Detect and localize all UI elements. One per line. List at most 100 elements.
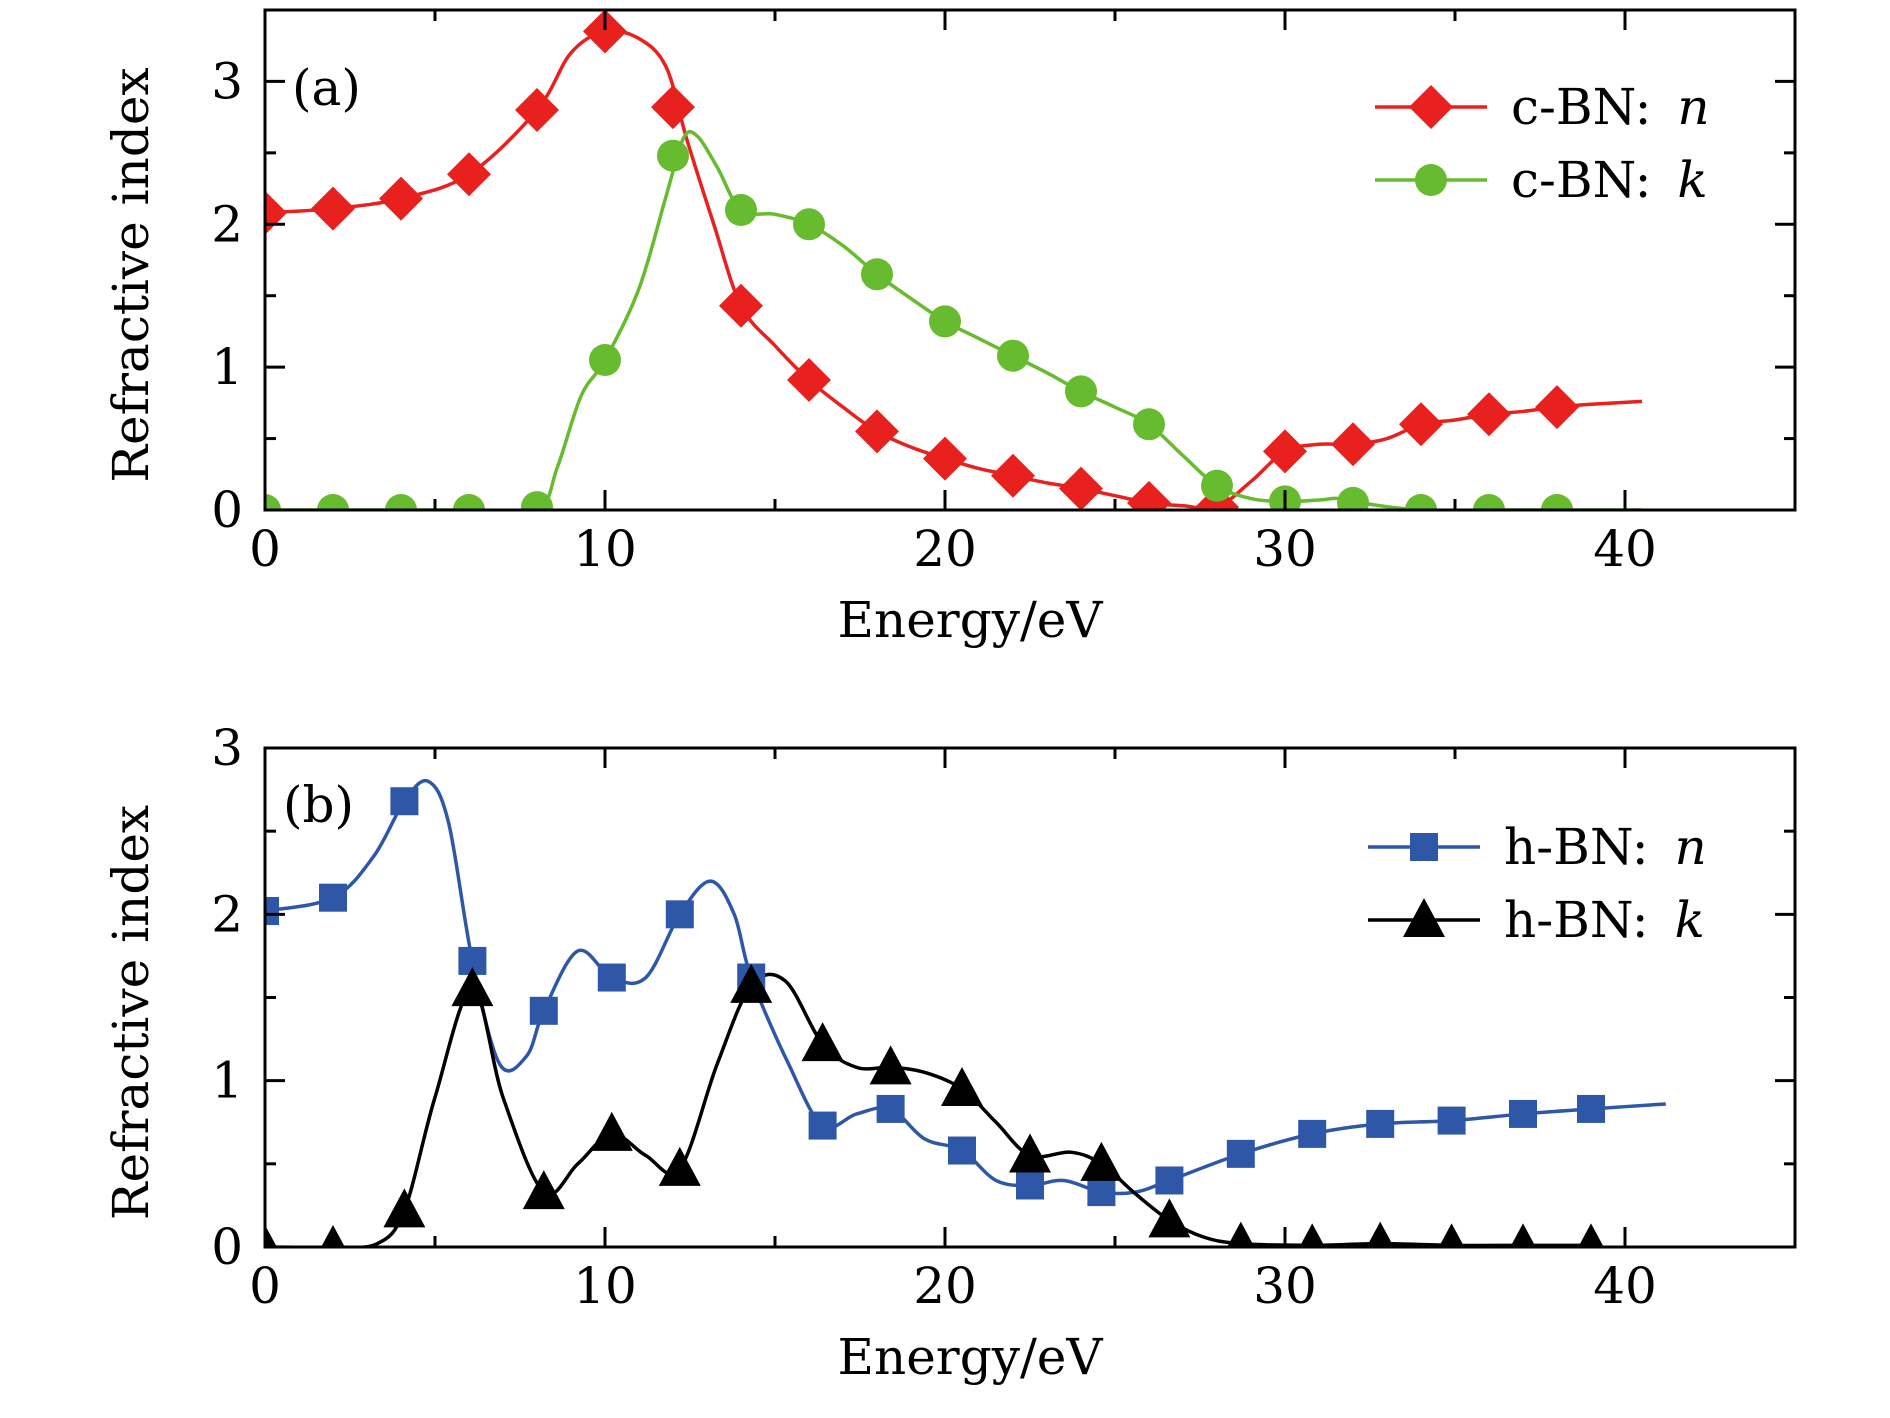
panel-a: 0 10 20 30 40 0 1 2 3 Energy/eV Refractive index (a… (102, 8, 1797, 649)
y-tick-label-a: 0 (211, 481, 243, 539)
series-b-k-marker (1299, 1223, 1325, 1247)
series-b-k-marker (1148, 1198, 1191, 1238)
series-a-k-marker (997, 339, 1029, 372)
y-tick-label-b: 2 (211, 885, 243, 943)
series-b-n-marker (1437, 1106, 1466, 1135)
legend-a: c-BN: n c-BN: k (1375, 78, 1710, 209)
legend-label-name: c-BN: (1511, 78, 1667, 136)
series-b-n-marker (265, 897, 279, 926)
series-b-n-marker (948, 1136, 976, 1165)
series-a-k-marker (1541, 494, 1573, 510)
x-tick-label-a: 40 (1593, 520, 1657, 578)
series-b-n-marker (876, 1094, 905, 1123)
series-b-n-marker (1366, 1109, 1395, 1138)
x-tick-label-a: 0 (249, 520, 281, 578)
series-a-n-marker (1467, 392, 1511, 437)
series-b-n-marker (1298, 1119, 1327, 1148)
series-a-k-marker (453, 494, 485, 510)
series-a-k-marker (1405, 494, 1437, 510)
x-tick-label-b: 20 (913, 1257, 977, 1315)
series-a-n-marker (1263, 429, 1307, 474)
legend-label-variable: k (1675, 891, 1705, 949)
series-a-k-marker (589, 344, 621, 376)
x-axis-label-a: Energy/eV (838, 591, 1104, 649)
legend-label-variable: n (1677, 78, 1709, 136)
series-a-n-marker (447, 152, 491, 197)
series-a-k-marker (317, 494, 349, 510)
y-tick-label-b: 3 (211, 719, 243, 777)
series-b-k-marker (1009, 1133, 1051, 1173)
series-b-k-marker (730, 963, 773, 1003)
series-a-k-marker (1201, 469, 1233, 502)
y-tick-label-a: 2 (211, 195, 243, 253)
series-b-n-marker (808, 1111, 837, 1140)
plot-frame-a (263, 8, 1797, 512)
series-b-n-line (265, 778, 1666, 1196)
series-b-n-marker (665, 900, 694, 929)
y-tick-label-a: 3 (211, 52, 243, 110)
series-a-n-marker (787, 358, 831, 402)
legend-label: h-BN: n (1504, 818, 1707, 876)
x-tick-label-a: 10 (573, 520, 637, 578)
series-b-k-marker (1080, 1141, 1123, 1181)
series-a-n-marker (1127, 480, 1171, 510)
panel-label-b: (b) (283, 776, 354, 834)
series-b-k-marker (590, 1111, 633, 1151)
series-a-k-marker (793, 208, 825, 241)
series-a-k-marker (861, 258, 893, 291)
series-b-n-marker (319, 883, 347, 912)
series-b-k-marker (869, 1045, 912, 1085)
x-tick-label-b: 10 (573, 1257, 637, 1315)
series-b-n-marker (390, 787, 419, 816)
series-b-k-marker (522, 1170, 565, 1210)
series-b-k-marker (1510, 1223, 1536, 1247)
series-a-k-marker (385, 494, 417, 510)
series-a-k-marker (657, 139, 689, 172)
series-a-n-marker (855, 409, 899, 454)
x-tick-label-b: 30 (1253, 1257, 1317, 1315)
legend-item-a-n: c-BN: n (1375, 78, 1710, 136)
legend-label-name: h-BN: (1504, 818, 1665, 876)
series-b-k-marker (941, 1066, 983, 1106)
legend-label: c-BN: k (1511, 151, 1708, 209)
series-a-k-marker (1065, 375, 1097, 408)
series-b-n-marker (1016, 1171, 1044, 1200)
series-a-k-marker (1337, 486, 1369, 510)
series-a-n-marker (1399, 402, 1443, 447)
series-b-n-marker (1509, 1099, 1537, 1128)
series-a-k-marker (1473, 494, 1505, 510)
y-tick-label-b: 1 (211, 1052, 243, 1110)
x-tick-label-b: 40 (1593, 1257, 1657, 1315)
series-b-k-marker (1227, 1221, 1255, 1247)
legend-label: h-BN: k (1504, 891, 1705, 949)
series-b-k-marker (383, 1188, 426, 1228)
legend-swatch-marker (1410, 833, 1438, 861)
series-a-n-marker (583, 10, 627, 54)
series-a-n-marker (923, 436, 967, 481)
y-axis-label-a: Refractive index (102, 67, 160, 482)
panel-b: 0 10 20 30 40 0 1 2 3 Energy/eV Refractive index (b… (102, 719, 1797, 1386)
x-tick-label-b: 0 (249, 1257, 281, 1315)
legend-item-b-k: h-BN: k (1368, 891, 1705, 949)
x-tick-label-a: 30 (1253, 520, 1317, 578)
series-a-k-marker (725, 194, 757, 226)
series-a-k-marker (265, 494, 281, 510)
series-b-k-marker (451, 967, 494, 1007)
legend-item-a-k: c-BN: k (1375, 151, 1708, 209)
x-tick-label-a: 20 (913, 520, 977, 578)
series-b-k-marker (801, 1022, 844, 1062)
series-a-n-marker (651, 85, 695, 130)
y-tick-label-b: 0 (211, 1218, 243, 1276)
series-b-k-marker (1438, 1223, 1465, 1247)
series-a-k-marker (1133, 408, 1165, 441)
series-a-n-marker (991, 453, 1035, 498)
series-b-k-marker (1366, 1221, 1394, 1247)
series-b-n-marker (529, 996, 558, 1025)
series-a-n-marker (515, 88, 559, 132)
series-a-n-marker (719, 283, 763, 328)
series-b-n-marker (1226, 1139, 1255, 1168)
series-a-n-marker (379, 176, 423, 221)
series-b-k-marker (321, 1225, 345, 1247)
series-b-k-marker (658, 1146, 701, 1186)
